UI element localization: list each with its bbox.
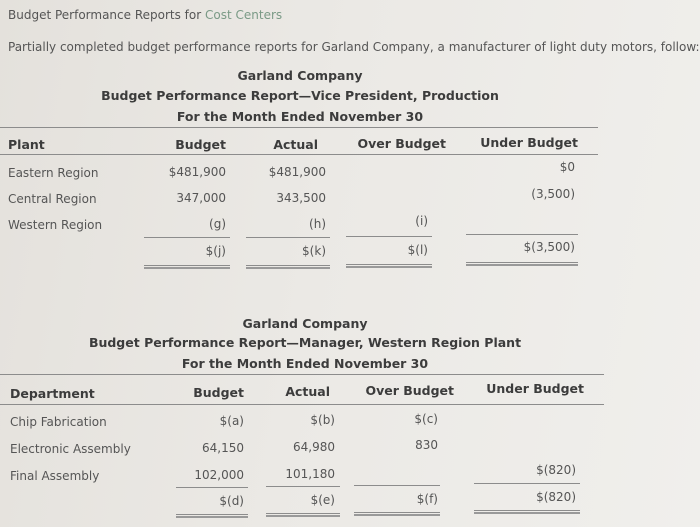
report1-row-under: $0	[559, 160, 575, 174]
report2-row-under: $(820)	[536, 463, 576, 477]
report1-row-actual: $481,900	[268, 165, 326, 179]
report2-subtotal-rule	[474, 483, 580, 484]
report1-company: Garland Company	[237, 68, 363, 83]
report2-row-label: Electronic Assembly	[10, 442, 131, 456]
report1-row-over-input[interactable]: (i)	[415, 214, 428, 228]
report1-row-actual-input[interactable]: (h)	[309, 217, 326, 231]
report1-total-actual[interactable]: $(k)	[302, 244, 326, 258]
report2-top-rule	[0, 374, 604, 375]
report2-col-over: Over Budget	[365, 383, 454, 398]
intro-text: Partially completed budget performance r…	[8, 40, 700, 54]
report2-total-budget[interactable]: $(d)	[219, 494, 244, 508]
report1-row-budget: $481,900	[168, 165, 226, 179]
report1-total-over[interactable]: $(l)	[407, 243, 428, 257]
report1-col-under: Under Budget	[480, 135, 578, 150]
report1-col-over: Over Budget	[357, 136, 446, 151]
page-title-text: Budget Performance Reports for	[8, 8, 205, 22]
report2-row-actual: 101,180	[285, 467, 335, 481]
report2-row-actual: 64,980	[293, 440, 335, 454]
report2-subtotal-rule	[354, 485, 440, 486]
report1-title: Budget Performance Report—Vice President…	[101, 88, 499, 103]
report1-header-rule	[0, 154, 598, 155]
report1-subtotal-rule	[346, 236, 432, 237]
report2-subtotal-rule	[266, 486, 340, 487]
report1-col-plant: Plant	[8, 137, 45, 152]
report2-total-double-rule	[176, 514, 248, 518]
report1-subtotal-rule	[466, 234, 578, 235]
report2-company: Garland Company	[242, 316, 368, 331]
report1-row-label: Eastern Region	[8, 166, 99, 180]
report2-total-double-rule	[474, 510, 580, 514]
report2-header-rule	[0, 404, 604, 405]
report2-col-department: Department	[10, 386, 95, 401]
report1-total-double-rule	[346, 264, 432, 268]
report1-subtotal-rule	[144, 237, 230, 238]
report1-row-actual: 343,500	[276, 191, 326, 205]
report2-row-actual-input[interactable]: $(b)	[310, 413, 335, 427]
report1-row-under: (3,500)	[531, 187, 575, 201]
report2-row-over-input[interactable]: $(c)	[414, 412, 438, 426]
report2-row-budget: 64,150	[202, 441, 244, 455]
report1-col-budget: Budget	[175, 137, 226, 152]
report1-row-budget: 347,000	[176, 191, 226, 205]
report1-total-double-rule	[144, 265, 230, 269]
report2-col-budget: Budget	[193, 385, 244, 400]
report1-subtotal-rule	[246, 237, 330, 238]
report2-row-over: 830	[415, 438, 438, 452]
report1-total-budget[interactable]: $(j)	[205, 244, 226, 258]
report1-period: For the Month Ended November 30	[176, 109, 424, 124]
report2-col-actual: Actual	[285, 384, 330, 399]
report1-total-under: $(3,500)	[523, 240, 575, 254]
report2-row-budget-input[interactable]: $(a)	[219, 414, 244, 428]
report1-row-label: Central Region	[8, 192, 97, 206]
report2-total-double-rule	[354, 512, 440, 516]
report1-top-rule	[0, 127, 598, 128]
report1-row-budget-input[interactable]: (g)	[209, 217, 226, 231]
report2-total-double-rule	[266, 513, 340, 517]
report2-row-budget: 102,000	[194, 468, 244, 482]
report2-period: For the Month Ended November 30	[181, 356, 429, 371]
report2-row-label: Final Assembly	[10, 469, 100, 483]
report1-col-actual: Actual	[273, 137, 318, 152]
report1-total-double-rule	[246, 265, 330, 269]
report1-total-double-rule	[466, 262, 578, 266]
report2-total-under: $(820)	[536, 490, 576, 504]
report2-total-over[interactable]: $(f)	[416, 492, 438, 506]
report2-total-actual[interactable]: $(e)	[310, 493, 335, 507]
report1-row-label: Western Region	[8, 218, 103, 232]
report2-title: Budget Performance Report—Manager, Weste…	[88, 335, 522, 350]
cost-centers-link[interactable]: Cost Centers	[205, 8, 283, 22]
report2-subtotal-rule	[176, 487, 248, 488]
report2-col-under: Under Budget	[486, 381, 584, 396]
report2-row-label: Chip Fabrication	[10, 415, 107, 429]
page-title: Budget Performance Reports for Cost Cent…	[8, 8, 282, 22]
